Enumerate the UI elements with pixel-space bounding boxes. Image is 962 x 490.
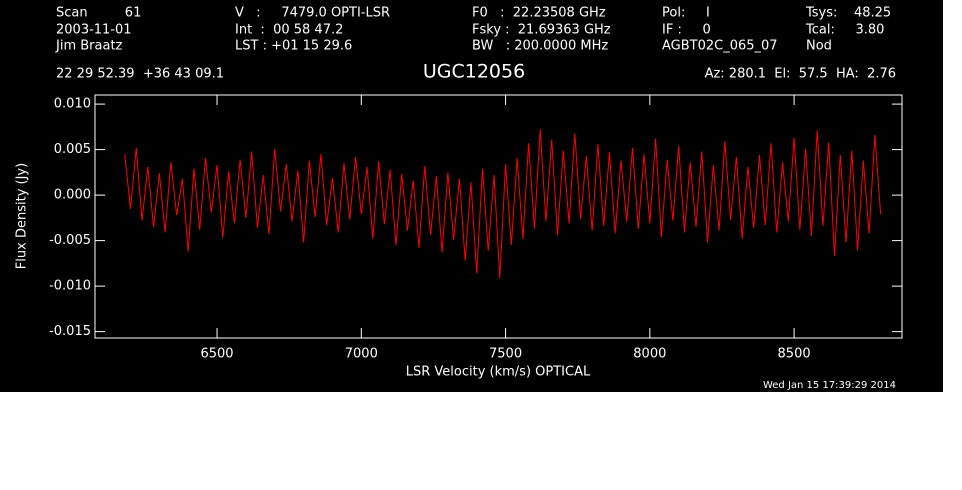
header-text: 22 29 52.39 +36 43 09.1 bbox=[56, 67, 224, 82]
y-tick-label: -0.005 bbox=[49, 233, 91, 248]
header-text: LST : +01 15 29.6 bbox=[235, 39, 352, 54]
header-text: F0 : 22.23508 GHz bbox=[472, 6, 606, 21]
header-text: Fsky : 21.69363 GHz bbox=[472, 23, 611, 38]
header-text: Pol: I bbox=[662, 6, 710, 21]
header-text: Jim Braatz bbox=[55, 39, 123, 54]
y-tick-label: 0.005 bbox=[54, 142, 91, 157]
spectrum-line bbox=[124, 129, 882, 278]
x-tick-label: 7000 bbox=[345, 347, 378, 362]
header-text: BW : 200.0000 MHz bbox=[472, 39, 608, 54]
x-tick-label: 6500 bbox=[200, 347, 233, 362]
x-tick-label: 8000 bbox=[633, 347, 666, 362]
header-text: V : 7479.0 OPTI-LSR bbox=[235, 6, 390, 21]
y-tick-label: 0.010 bbox=[54, 97, 91, 112]
x-axis-label: LSR Velocity (km/s) OPTICAL bbox=[406, 365, 591, 380]
header-text: Az: 280.1 El: 57.5 HA: 2.76 bbox=[705, 67, 896, 82]
timestamp: Wed Jan 15 17:39:29 2014 bbox=[763, 380, 896, 391]
header-text: Tcal: 3.80 bbox=[805, 23, 884, 38]
y-tick-label: -0.010 bbox=[49, 279, 91, 294]
header-text: AGBT02C_065_07 bbox=[662, 39, 778, 54]
header-text: IF : 0 bbox=[662, 23, 711, 38]
y-tick-label: 0.000 bbox=[54, 188, 91, 203]
x-tick-label: 7500 bbox=[489, 347, 522, 362]
x-tick-label: 8500 bbox=[778, 347, 811, 362]
chart-title: UGC12056 bbox=[423, 61, 525, 83]
plot-frame bbox=[94, 94, 903, 339]
header-text: Tsys: 48.25 bbox=[805, 6, 891, 21]
header-text: Scan 61 bbox=[56, 6, 141, 21]
header-text: Int : 00 58 47.2 bbox=[235, 23, 343, 38]
y-tick-label: -0.015 bbox=[49, 324, 91, 339]
header-text: Nod bbox=[806, 39, 832, 54]
header-text: 2003-11-01 bbox=[56, 23, 132, 38]
y-axis-label: Flux Density (Jy) bbox=[15, 163, 30, 269]
